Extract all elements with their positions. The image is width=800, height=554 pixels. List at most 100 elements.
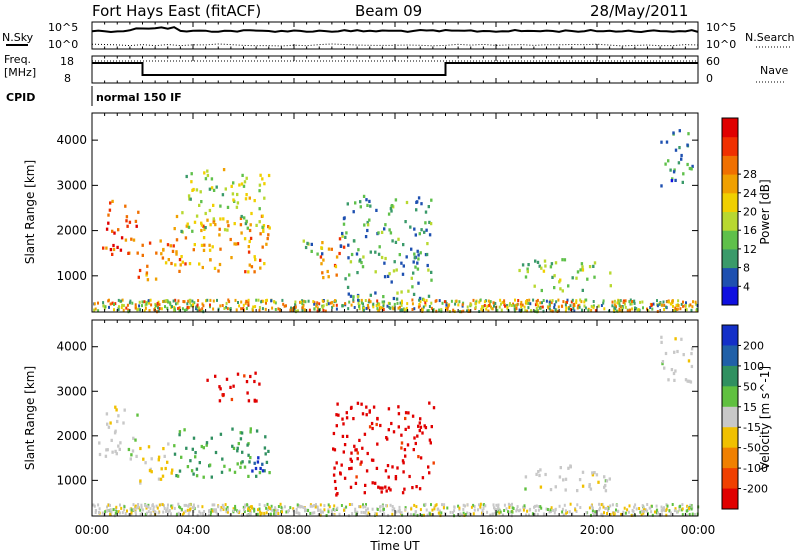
- ground-scatter-cell: [416, 513, 419, 517]
- ground-scatter-cell: [500, 302, 502, 306]
- heatmap-cell: [105, 448, 108, 452]
- velocity-y-axis-label: Slant Range [km]: [23, 366, 37, 470]
- heatmap-cell: [580, 262, 584, 266]
- heatmap-cell: [571, 276, 574, 280]
- ground-scatter-cell: [481, 513, 484, 517]
- ground-scatter-cell: [150, 303, 153, 307]
- ground-scatter-cell: [135, 513, 137, 517]
- ground-scatter-cell: [432, 308, 435, 312]
- ground-scatter-cell: [590, 513, 592, 517]
- ground-scatter-cell: [462, 511, 465, 515]
- ground-scatter-cell: [663, 303, 666, 307]
- ground-scatter-cell: [238, 304, 241, 308]
- ground-scatter-cell: [523, 305, 526, 309]
- ground-scatter-cell: [473, 508, 476, 512]
- heatmap-cell: [604, 489, 608, 493]
- ground-scatter-cell: [188, 305, 191, 309]
- heatmap-cell: [430, 270, 433, 274]
- ground-scatter-cell: [658, 302, 661, 306]
- ground-scatter-cell: [583, 300, 586, 304]
- heatmap-cell: [240, 214, 243, 219]
- ground-scatter-cell: [235, 308, 238, 312]
- heatmap-cell: [404, 454, 407, 458]
- ground-scatter-cell: [372, 302, 375, 306]
- heatmap-cell: [247, 250, 251, 254]
- ground-scatter-cell: [482, 305, 485, 309]
- heatmap-cell: [258, 220, 261, 224]
- ground-scatter-cell: [440, 309, 443, 313]
- heatmap-cell: [202, 224, 205, 228]
- colorbar-tick-label: -100: [743, 462, 768, 475]
- ground-scatter-cell: [281, 298, 284, 302]
- heatmap-cell: [411, 414, 415, 418]
- heatmap-cell: [378, 245, 381, 249]
- heatmap-cell: [102, 246, 105, 250]
- colorbar-segment: [722, 468, 738, 490]
- heatmap-cell: [355, 475, 358, 479]
- heatmap-cell: [227, 224, 230, 228]
- ground-scatter-cell: [487, 309, 490, 313]
- heatmap-cell: [164, 466, 167, 471]
- heatmap-cell: [236, 242, 240, 246]
- heatmap-cell: [150, 457, 153, 461]
- ground-scatter-cell: [503, 301, 506, 305]
- ground-scatter-cell: [319, 511, 322, 515]
- heatmap-cell: [411, 285, 414, 289]
- ground-scatter-cell: [253, 507, 256, 511]
- ground-scatter-cell: [574, 508, 577, 512]
- heatmap-cell: [220, 470, 224, 474]
- ground-scatter-cell: [193, 506, 196, 510]
- ground-scatter-cell: [549, 510, 552, 514]
- ground-scatter-cell: [524, 309, 527, 313]
- colorbar-tick-label: -50: [743, 442, 761, 455]
- heatmap-cell: [686, 379, 689, 383]
- colorbar-tick-label: -200: [743, 483, 768, 496]
- heatmap-cell: [232, 446, 236, 450]
- ground-scatter-cell: [312, 300, 315, 304]
- ground-scatter-cell: [486, 304, 489, 308]
- heatmap-cell: [356, 271, 359, 275]
- ground-scatter-cell: [570, 300, 573, 304]
- heatmap-cell: [526, 267, 529, 271]
- ground-scatter-cell: [641, 504, 644, 508]
- ground-scatter-cell: [107, 503, 110, 507]
- ground-scatter-cell: [147, 299, 150, 303]
- x-tick-label: 20:00: [580, 523, 615, 537]
- ground-scatter-cell: [425, 508, 428, 512]
- ground-scatter-cell: [198, 510, 201, 514]
- heatmap-cell: [562, 478, 565, 482]
- heatmap-cell: [212, 203, 215, 207]
- ground-scatter-cell: [340, 504, 343, 507]
- ground-scatter-cell: [196, 308, 199, 312]
- ground-scatter-cell: [587, 309, 590, 313]
- heatmap-cell: [195, 214, 199, 218]
- heatmap-cell: [194, 455, 197, 459]
- ground-scatter-cell: [216, 298, 218, 302]
- heatmap-cell: [372, 458, 375, 462]
- ground-scatter-cell: [260, 300, 263, 304]
- ground-scatter-cell: [121, 511, 124, 515]
- heatmap-cell: [608, 477, 611, 481]
- colorbar-segment: [722, 230, 738, 250]
- heatmap-cell: [413, 256, 416, 260]
- ground-scatter-cell: [150, 511, 152, 515]
- ground-scatter-cell: [472, 503, 475, 507]
- heatmap-cell: [218, 399, 222, 403]
- ground-scatter-cell: [591, 506, 594, 510]
- ground-scatter-cell: [162, 300, 165, 303]
- heatmap-cell: [363, 491, 366, 495]
- heatmap-cell: [388, 272, 391, 276]
- ground-scatter-cell: [592, 304, 595, 308]
- ground-scatter-cell: [427, 309, 430, 312]
- beam-title: Beam 09: [355, 2, 422, 20]
- ground-scatter-cell: [423, 298, 426, 302]
- heatmap-cell: [335, 461, 338, 465]
- heatmap-cell: [380, 230, 384, 234]
- ground-scatter-cell: [208, 513, 210, 517]
- ground-scatter-cell: [372, 305, 375, 309]
- heatmap-cell: [250, 211, 253, 216]
- ground-scatter-cell: [389, 306, 392, 310]
- heatmap-cell: [161, 256, 165, 260]
- freq-panel-ticks: [91, 56, 699, 83]
- heatmap-cell: [214, 374, 217, 378]
